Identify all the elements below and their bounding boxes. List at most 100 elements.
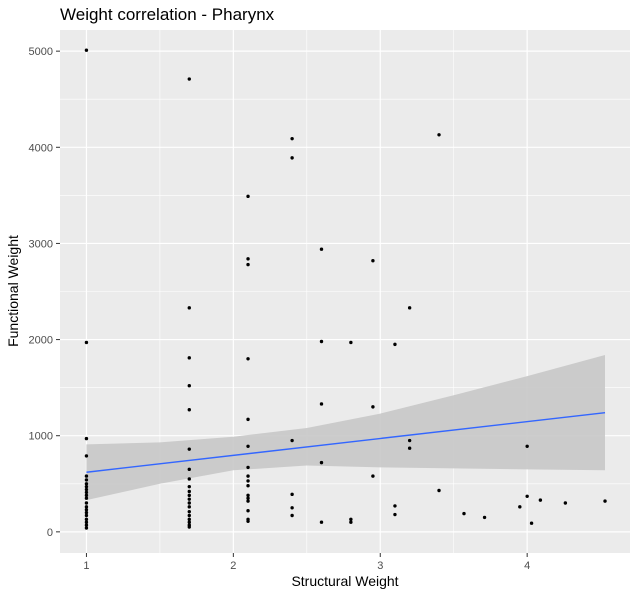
data-point [525, 494, 529, 498]
data-point [319, 339, 324, 344]
data-point [84, 454, 89, 458]
x-tick-label: 3 [377, 560, 383, 572]
data-point [187, 306, 191, 310]
chart-title: Weight correlation - Pharynx [60, 5, 275, 24]
data-point [319, 520, 324, 524]
y-tick-label: 0 [47, 527, 53, 539]
data-point [187, 505, 191, 509]
data-point [371, 259, 375, 263]
data-point [84, 478, 89, 482]
data-point [437, 133, 441, 137]
data-point [246, 417, 250, 422]
data-point [246, 496, 250, 500]
data-point [393, 342, 397, 347]
data-point [393, 504, 397, 508]
data-point [349, 517, 353, 522]
data-point [84, 48, 89, 52]
data-point [290, 136, 294, 141]
data-point [84, 482, 89, 486]
data-point [187, 509, 191, 514]
data-point [290, 506, 294, 510]
data-point [84, 496, 89, 500]
x-tick-label: 2 [230, 560, 236, 572]
confidence-band [86, 355, 605, 501]
data-point [84, 490, 89, 495]
data-point [187, 513, 191, 518]
data-point [371, 474, 375, 478]
data-point [290, 492, 294, 497]
data-point [187, 517, 191, 522]
data-point [518, 505, 522, 509]
y-tick-label: 1000 [29, 431, 53, 443]
data-point [246, 479, 250, 483]
data-point [84, 523, 89, 527]
data-point [290, 156, 294, 160]
data-point [319, 460, 324, 465]
data-point [246, 262, 250, 267]
data-point [84, 501, 89, 505]
data-point [246, 484, 250, 488]
data-point [246, 357, 250, 361]
data-point [187, 497, 191, 501]
data-point [84, 510, 89, 515]
data-point [84, 474, 89, 478]
data-point [187, 384, 191, 388]
y-axis-title: Functional Weight [5, 235, 21, 347]
y-tick-label: 5000 [29, 46, 53, 58]
y-tick-label: 3000 [29, 238, 53, 250]
data-point [246, 519, 250, 523]
data-point [246, 444, 250, 448]
data-point [84, 436, 89, 441]
data-point [84, 520, 89, 524]
data-point [187, 489, 191, 494]
data-point [349, 340, 353, 345]
data-point [393, 512, 397, 517]
data-point [246, 508, 250, 513]
data-point [407, 306, 412, 310]
data-point [187, 493, 191, 498]
data-point [246, 474, 250, 478]
data-point [246, 493, 250, 498]
data-point [538, 498, 543, 502]
data-point [187, 467, 191, 472]
data-point [187, 484, 191, 489]
data-point [437, 488, 441, 493]
data-point [84, 484, 89, 489]
data-point [407, 438, 412, 443]
data-point [246, 257, 250, 261]
data-point [187, 447, 191, 451]
data-point [84, 513, 89, 518]
data-point [246, 499, 250, 503]
data-point [84, 340, 89, 345]
data-point [407, 446, 412, 450]
data-point [84, 493, 89, 498]
data-point [187, 520, 191, 524]
data-point [349, 520, 353, 524]
data-point [319, 247, 324, 251]
data-point [246, 194, 250, 199]
data-point [525, 444, 529, 448]
data-point [482, 515, 487, 520]
x-tick-label: 1 [83, 560, 89, 572]
y-tick-label: 2000 [29, 335, 53, 347]
x-axis-title: Structural Weight [291, 573, 398, 589]
data-point [290, 438, 294, 443]
regression-line [86, 411, 606, 473]
data-point [603, 499, 607, 503]
data-point [290, 513, 294, 518]
data-point [462, 511, 466, 516]
data-point [84, 517, 89, 522]
data-point [187, 525, 191, 529]
data-point [563, 501, 568, 505]
y-tick-label: 4000 [29, 142, 53, 154]
data-point [84, 526, 89, 530]
data-point [187, 77, 191, 81]
data-point [187, 501, 191, 505]
data-point [187, 477, 191, 481]
x-tick-label: 4 [524, 560, 530, 572]
data-point [84, 505, 89, 509]
data-point [84, 487, 89, 492]
data-point [529, 521, 534, 525]
data-point [84, 508, 89, 512]
